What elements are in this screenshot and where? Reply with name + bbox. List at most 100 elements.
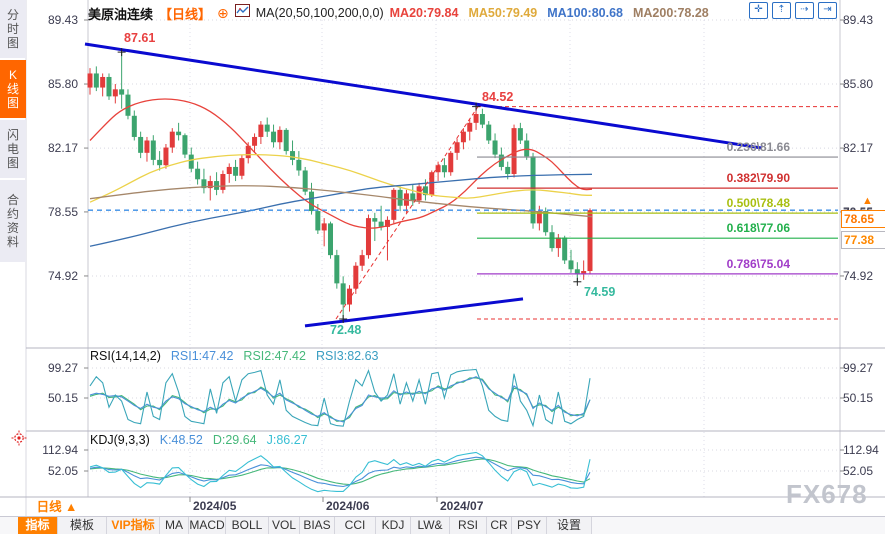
candle — [410, 193, 416, 201]
date-label-1: 2024/06 — [326, 499, 370, 513]
candle — [441, 165, 447, 173]
date-label-2: 2024/07 — [440, 499, 484, 513]
kdj-label-right-0: 112.94 — [843, 443, 879, 457]
tab-MACD[interactable]: MACD — [189, 517, 226, 534]
rsi-value-1: RSI2:47.42 — [243, 349, 306, 363]
tab-LW&[interactable]: LW& — [411, 517, 450, 534]
kdj-value-2: J:86.27 — [266, 433, 308, 447]
tab-BOLL[interactable]: BOLL — [226, 517, 269, 534]
y-axis-label-left-0: 89.43 — [47, 13, 78, 27]
rsi-label-right-0: 99.27 — [843, 361, 874, 375]
candle — [562, 237, 568, 261]
candle — [239, 158, 245, 176]
candle — [315, 211, 321, 231]
candle — [549, 232, 555, 249]
export-icon[interactable]: ⇥ — [818, 2, 837, 19]
chart-type-icon[interactable] — [234, 4, 250, 22]
rsi-value-0: RSI1:47.42 — [170, 349, 234, 363]
candle — [290, 151, 296, 160]
candle — [302, 170, 308, 192]
candle — [340, 283, 346, 305]
fib-label-3: 0.618\77.06 — [726, 221, 790, 236]
candle — [201, 179, 207, 189]
candle — [163, 147, 169, 166]
candle — [264, 124, 270, 132]
candle — [378, 221, 384, 227]
period-tag: 【日线】 — [159, 6, 212, 22]
price-annotation-2: 72.48 — [330, 323, 362, 337]
candle — [429, 172, 435, 196]
candle — [511, 128, 517, 174]
rsi-label-left-0: 99.27 — [47, 361, 78, 375]
tab-RSI[interactable]: RSI — [450, 517, 487, 534]
candle — [245, 145, 251, 159]
candle — [486, 124, 492, 141]
candle — [384, 219, 390, 227]
sidebar-item-1[interactable]: 分时图 — [0, 0, 26, 58]
move-icon[interactable]: ✛ — [749, 2, 768, 19]
scale-y-axis-icon[interactable]: ⇡ — [772, 2, 791, 19]
candle — [252, 136, 258, 146]
candle — [543, 211, 549, 233]
tab-模板[interactable]: 模板 — [58, 517, 107, 534]
bottom-tab-bar: 指标 模板 VIP指标 MA MACD BOLL VOL BIAS CCI KDJ LW& RSI CR… — [0, 516, 885, 534]
candle — [87, 73, 93, 88]
tab-指标[interactable]: 指标 — [18, 517, 58, 534]
add-indicator-icon[interactable]: ⊕ — [217, 5, 229, 21]
candle — [321, 223, 327, 231]
kdj-header: KDJ(9,3,3) K:48.52 D:29.64 J:86.27 — [90, 433, 308, 447]
candle — [138, 136, 144, 153]
scale-x-axis-icon[interactable]: ⇢ — [795, 2, 814, 19]
price-annotation-1: 84.52 — [482, 90, 514, 104]
candle — [416, 186, 422, 201]
tab-BIAS[interactable]: BIAS — [300, 517, 335, 534]
candle — [372, 218, 378, 222]
candle — [169, 131, 175, 148]
candle — [150, 140, 156, 160]
ma-settings-label: MA(20,50,100,200,0,0) — [255, 6, 384, 20]
kdj-label-left-0: 112.94 — [42, 443, 78, 457]
current-price-badge: 78.65 — [841, 210, 885, 228]
tab-设置[interactable]: 设置 — [547, 517, 592, 534]
tab-MA[interactable]: MA — [160, 517, 189, 534]
tab-VOL[interactable]: VOL — [269, 517, 300, 534]
candle — [498, 154, 504, 167]
candle — [435, 165, 441, 173]
candle — [479, 114, 485, 125]
sidebar: 分时图 K线图 闪电图 合约资料 — [0, 0, 26, 264]
sidebar-item-3[interactable]: 闪电图 — [0, 120, 26, 178]
settle-price-badge: 77.38 — [841, 231, 885, 249]
sidebar-item-2[interactable]: K线图 — [0, 60, 26, 118]
ma-line-MA100 — [89, 173, 593, 247]
candle — [422, 186, 428, 196]
candle — [157, 159, 163, 166]
y-axis-label-left-1: 85.80 — [47, 77, 78, 92]
sun-icon[interactable] — [11, 430, 27, 451]
sidebar-item-4[interactable]: 合约资料 — [0, 180, 26, 262]
ma-line-MA200 — [89, 185, 593, 218]
tab-CR[interactable]: CR — [487, 517, 512, 534]
watermark: FX678 — [786, 479, 868, 509]
candle — [492, 140, 498, 155]
y-axis-label-right-1: 85.80 — [843, 77, 874, 92]
period-selector[interactable]: 日线 ▲ — [36, 500, 78, 514]
tab-VIP指标[interactable]: VIP指标 — [107, 517, 160, 534]
tab-PSY[interactable]: PSY — [512, 517, 547, 534]
candle — [226, 166, 232, 174]
y-axis-label-left-3: 78.55 — [47, 204, 78, 219]
window-icons: ✛ ⇡ ⇢ ⇥ — [749, 2, 837, 19]
fib-label-2: 0.500\78.48 — [726, 196, 790, 211]
candle — [195, 168, 201, 180]
candle — [283, 129, 289, 152]
symbol-title: 美原油连续 — [88, 6, 154, 22]
tab-KDJ[interactable]: KDJ — [376, 517, 411, 534]
date-label-0: 2024/05 — [193, 499, 237, 513]
toolbar: 美原油连续 【日线】 ⊕ MA(20,50,100,200,0,0) MA20:… — [88, 3, 709, 23]
tab-CCI[interactable]: CCI — [335, 517, 376, 534]
y-axis-label-right-4: 74.92 — [843, 268, 874, 283]
candle — [353, 265, 359, 289]
ma-value-0: MA20:79.84 — [389, 6, 459, 20]
candle — [524, 140, 530, 157]
